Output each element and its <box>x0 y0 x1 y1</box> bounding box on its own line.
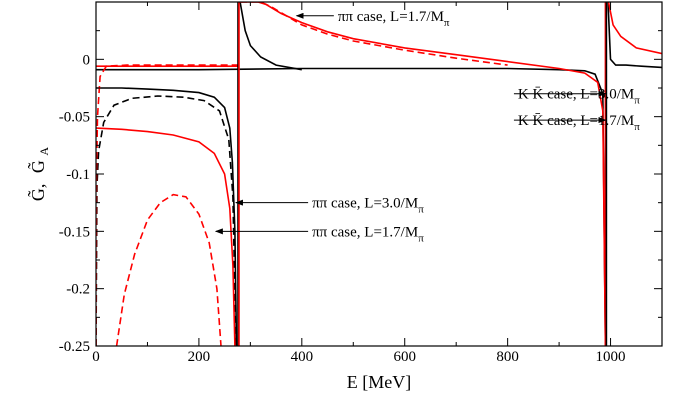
series-1-segment-0 <box>96 95 237 346</box>
annotation-0: ππ case, L=1.7/Mπ <box>338 9 450 29</box>
series-3-segment-2 <box>240 2 508 66</box>
series-3-segment-0 <box>115 193 222 346</box>
annotations-layer: ππ case, L=1.7/Mπ K K̄ case, L=3.0/Mπ K K̄… <box>214 9 640 244</box>
plot-frame <box>95 1 663 347</box>
series-0-segment-2 <box>96 67 607 346</box>
series-0-segment-0 <box>96 87 238 346</box>
y-axis-title-ga: G̃ <box>26 160 48 173</box>
y-axis-title: G̃, G̃ A <box>26 147 51 202</box>
annotation-4: ππ case, L=1.7/Mπ <box>312 224 424 244</box>
x-tick-label-0: 0 <box>92 349 100 365</box>
series-layer <box>96 2 662 346</box>
series-0-segment-3 <box>607 2 662 69</box>
x-tick-label-5: 1000 <box>596 349 626 365</box>
y-tick-label-1: -0.05 <box>59 110 90 126</box>
x-tick-label-4: 800 <box>496 349 519 365</box>
ticks-layer: 0 200 400 600 800 1000 0 -0.05 -0.1 -0.15 -0.2 -0.2… <box>59 2 662 365</box>
series-2-segment-0 <box>96 127 236 346</box>
y-tick-label-5: -0.25 <box>59 339 90 355</box>
series-0-segment-1 <box>239 2 302 71</box>
x-tick-label-3: 600 <box>393 349 416 365</box>
y-axis-title-sub: A <box>37 147 51 156</box>
y-tick-label-2: -0.1 <box>66 167 90 183</box>
x-tick-label-1: 200 <box>188 349 211 365</box>
y-tick-label-4: -0.2 <box>66 282 90 298</box>
annotation-3: ππ case, L=3.0/Mπ <box>312 196 424 216</box>
x-tick-label-2: 400 <box>291 349 314 365</box>
annotation-1: K K̄ case, L=3.0/Mπ <box>518 87 640 107</box>
y-axis-title-g: G̃, <box>26 184 48 202</box>
y-tick-label-0: 0 <box>83 52 91 68</box>
x-axis-title: E [MeV] <box>347 372 411 392</box>
annotation-2: K K̄ case, L=1.7/Mπ <box>518 113 640 133</box>
series-2-segment-2 <box>607 2 662 55</box>
series-3-segment-1 <box>96 64 239 346</box>
y-tick-label-3: -0.15 <box>59 224 90 240</box>
